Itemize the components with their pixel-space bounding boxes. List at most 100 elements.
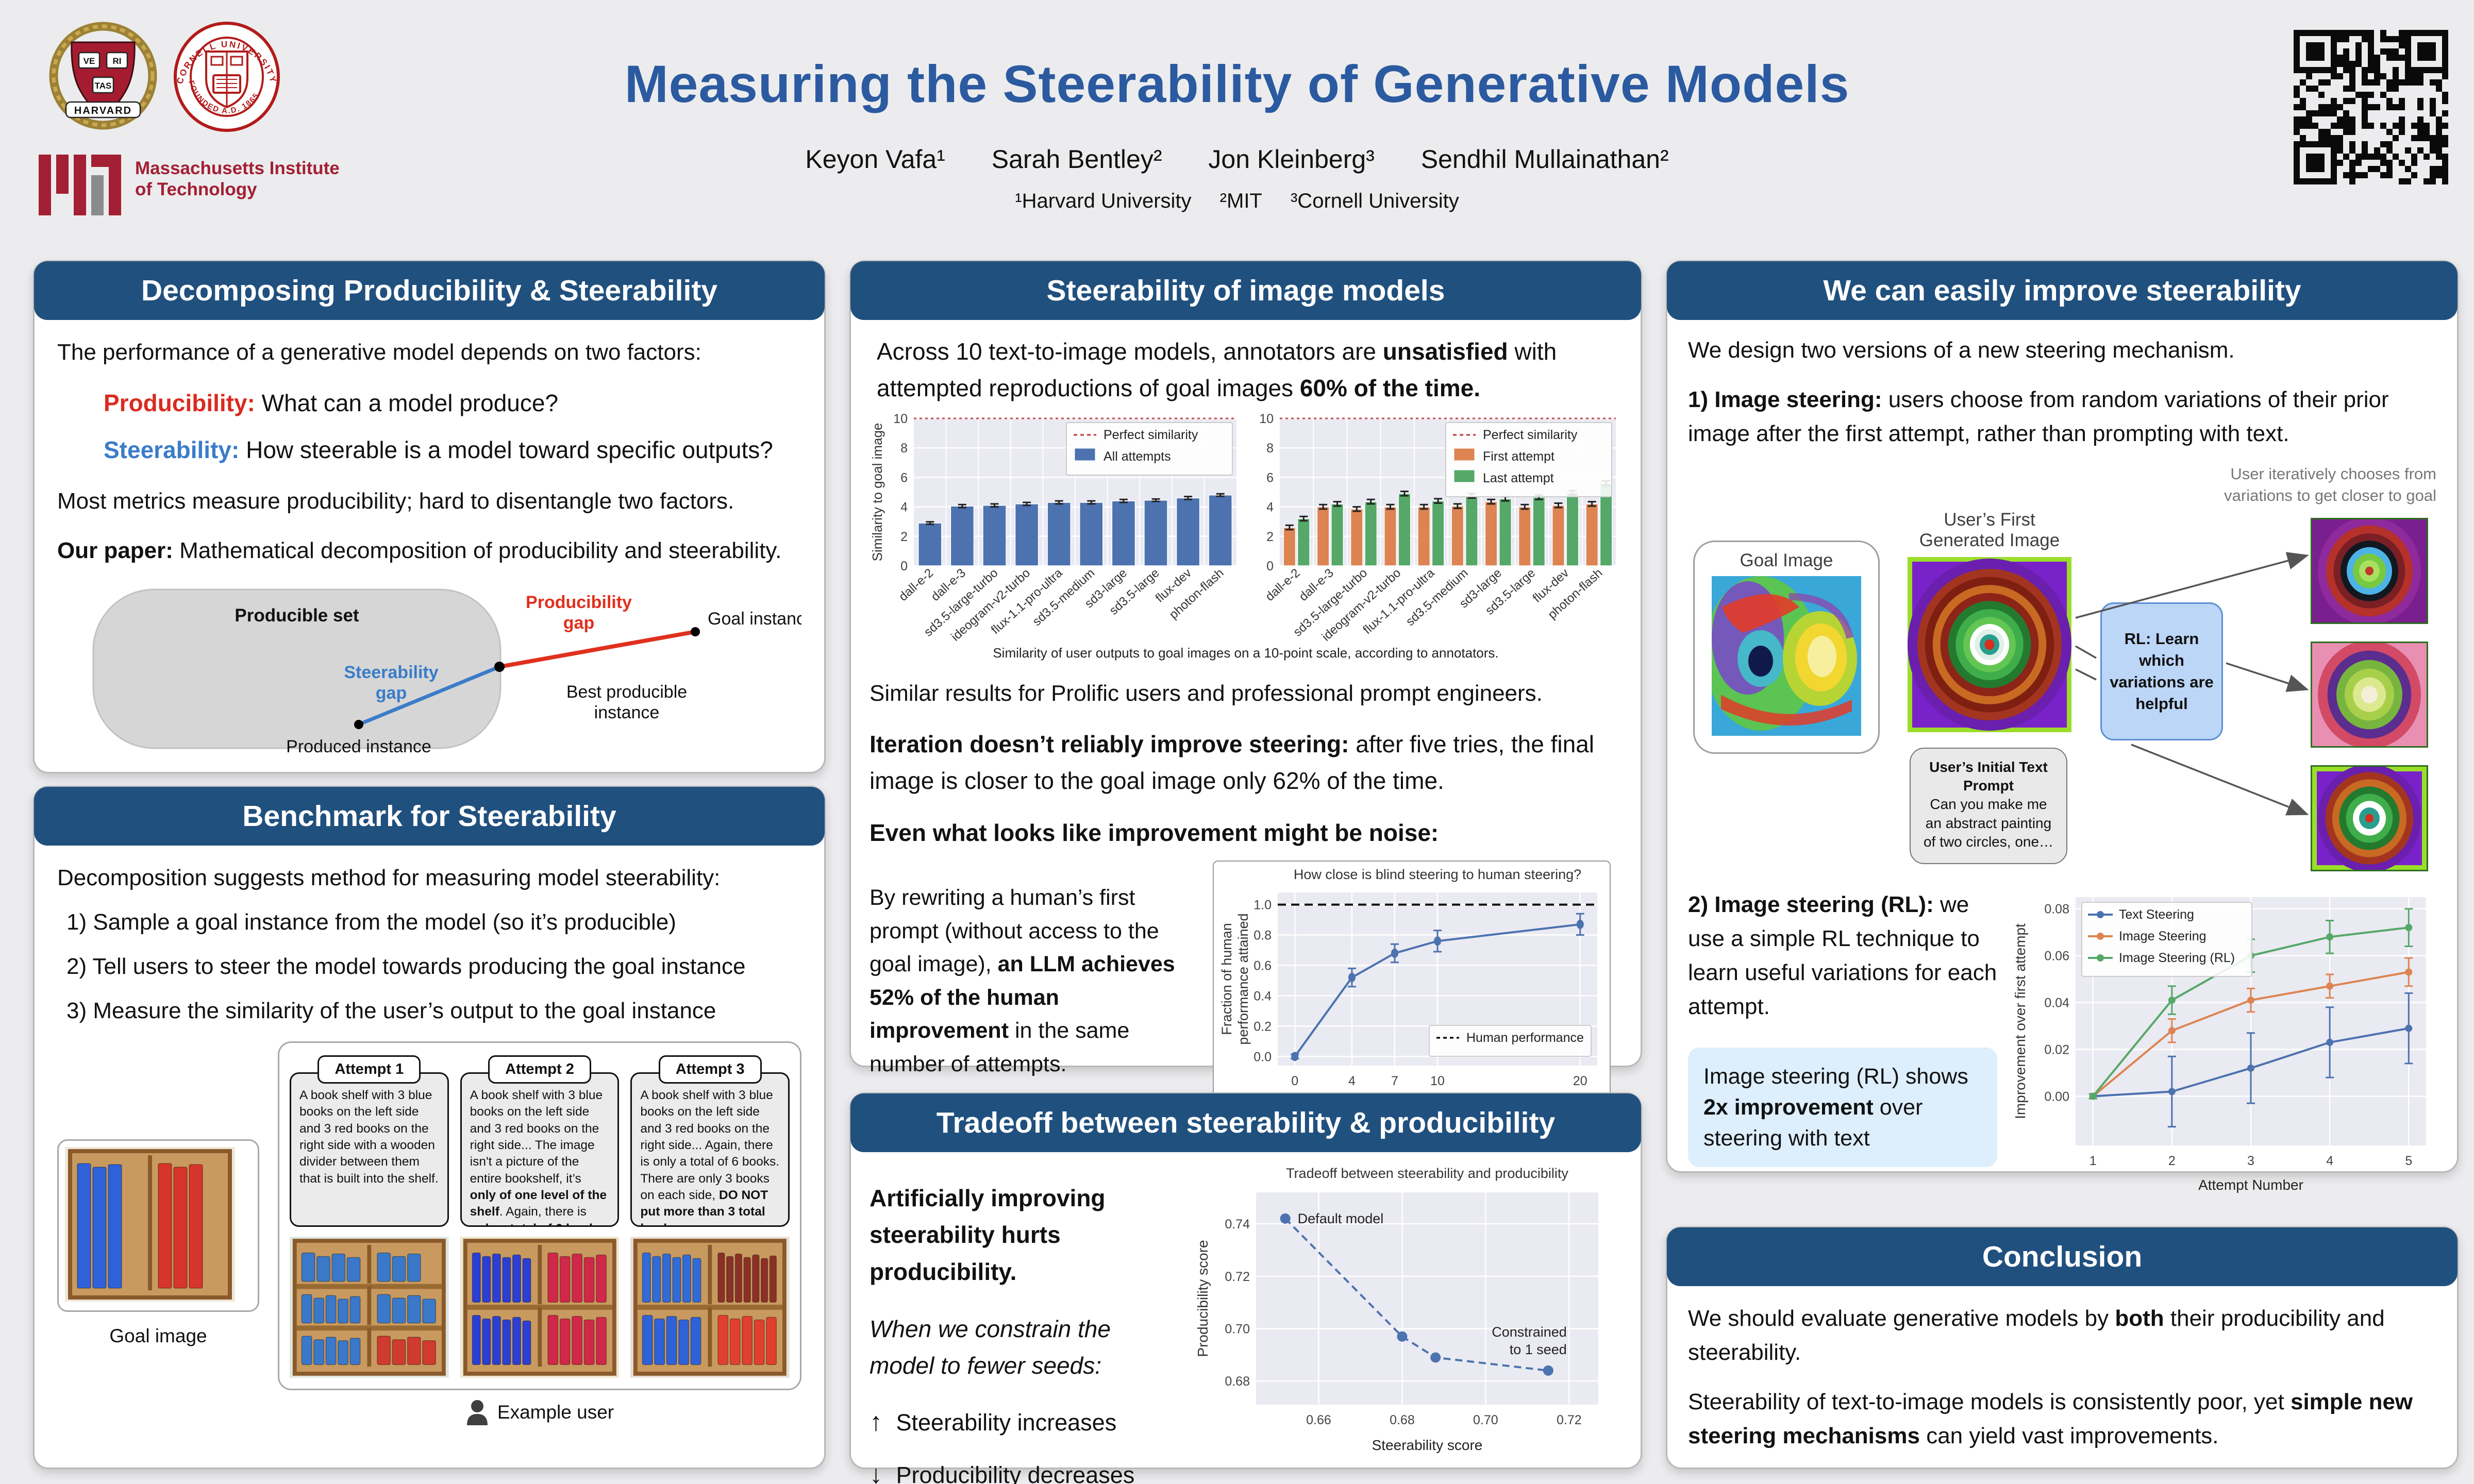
benchmark-figure: Goal image Attempt 1 A book shelf with 3… [57, 1041, 801, 1425]
svg-text:Text Steering: Text Steering [2119, 907, 2194, 922]
svg-text:10: 10 [1259, 412, 1274, 426]
bar-charts-caption: Similarity of user outputs to goal image… [993, 645, 1499, 661]
mit-logo [39, 155, 121, 215]
svg-text:How close is blind steering to: How close is blind steering to human ste… [1294, 867, 1581, 882]
svg-text:0.0: 0.0 [1253, 1050, 1272, 1065]
our-paper-line: Our paper: Mathematical decomposition of… [57, 537, 782, 563]
svg-text:10: 10 [893, 412, 908, 426]
example-user-label: Example user [497, 1402, 614, 1423]
svg-text:0.4: 0.4 [1253, 989, 1272, 1004]
attempt-2-column: Attempt 2 A book shelf with 3 blue books… [460, 1055, 620, 1379]
author: Jon Kleinberg³ [1208, 145, 1375, 174]
blind-steering-figure: 0.0 0.2 0.4 0.6 0.8 1.0 0 4 7 10 20 How close is bl… [1213, 861, 1611, 1138]
svg-text:8: 8 [900, 441, 908, 456]
harvard-seal-logo: VE RI TAS HARVARD [49, 22, 157, 130]
svg-text:4: 4 [1266, 500, 1274, 514]
variation-thumb-3 [2311, 765, 2428, 871]
goal-bookshelf-image [65, 1147, 235, 1302]
svg-text:4: 4 [2326, 1154, 2333, 1168]
panel-image-models-title: Steerability of image models [850, 261, 1641, 320]
attempt-1-column: Attempt 1 A book shelf with 3 blue books… [290, 1055, 449, 1379]
attempt-2-image [460, 1237, 620, 1378]
bar-chart-all-attempts: 0246810dall-e-2dall-e-3sd3.5-large-turbo… [870, 412, 1236, 644]
svg-text:to 1 seed: to 1 seed [1510, 1342, 1567, 1357]
qr-code [2294, 30, 2448, 184]
steerability-increases-line: ↑ Steerability increases [870, 1407, 1117, 1437]
svg-text:0.66: 0.66 [1306, 1413, 1331, 1427]
svg-text:performance attained: performance attained [1235, 914, 1251, 1045]
improve-intro: We design two versions of a new steering… [1688, 338, 2235, 363]
panel-improve-title: We can easily improve steerability [1667, 261, 2458, 320]
svg-text:0.72: 0.72 [1557, 1413, 1582, 1427]
svg-text:0.02: 0.02 [2044, 1042, 2069, 1057]
svg-text:Best producible: Best producible [566, 682, 687, 702]
svg-text:Produced instance: Produced instance [286, 737, 431, 756]
svg-text:Attempt Number: Attempt Number [2198, 1177, 2303, 1193]
image-steering-rl-line: 2) Image steering (RL): we use a simple … [1688, 891, 1997, 1019]
benchmark-step-1: 1) Sample a goal instance from the model… [66, 909, 676, 935]
svg-text:Fraction of human: Fraction of human [1219, 923, 1234, 1036]
svg-text:6: 6 [1266, 470, 1274, 485]
svg-text:0.06: 0.06 [2044, 949, 2069, 963]
author: Sarah Bentley² [991, 145, 1162, 174]
panel-conclusion-title: Conclusion [1667, 1227, 2458, 1286]
panel-benchmark-title: Benchmark for Steerability [34, 787, 825, 846]
svg-text:0.70: 0.70 [1225, 1322, 1250, 1336]
svg-text:gap: gap [376, 683, 407, 703]
conclusion-p2: Steerability of text-to-image models is … [1688, 1389, 2413, 1448]
metrics-line: Most metrics measure producibility; hard… [57, 488, 734, 514]
svg-text:20: 20 [1573, 1074, 1587, 1088]
cornell-seal-logo: CORNELL UNIVERSITY FOUNDED A.D. 1865 [174, 22, 280, 132]
svg-text:First attempt: First attempt [1483, 449, 1554, 464]
attempts-box: Attempt 1 A book shelf with 3 blue books… [278, 1041, 801, 1390]
svg-text:0.00: 0.00 [2044, 1089, 2069, 1104]
svg-text:0.08: 0.08 [2044, 902, 2069, 916]
initial-prompt-box: User’s Initial Text Prompt Can you make … [1910, 747, 2067, 864]
rewrite-text: By rewriting a human’s first prompt (wit… [870, 885, 1175, 1076]
svg-text:0.68: 0.68 [1225, 1374, 1250, 1389]
panel-benchmark: Benchmark for Steerability Decomposition… [33, 786, 826, 1469]
tradeoff-chart: 0.68 0.70 0.72 0.74 0.66 0.68 0.70 0.72 Tradeoff… [1195, 1166, 1598, 1453]
svg-text:Image Steering (RL): Image Steering (RL) [2119, 951, 2235, 965]
attempt-3-text: A book shelf with 3 blue books on the le… [630, 1072, 790, 1227]
panel-improve: We can easily improve steerability We de… [1666, 260, 2459, 1193]
svg-text:4: 4 [900, 500, 908, 514]
variation-thumb-2 [2311, 641, 2428, 748]
generated-image-label: User’s First Generated Image [1919, 509, 2060, 550]
goal-image-card [57, 1139, 259, 1312]
first-generated-image [1908, 556, 2071, 732]
svg-text:instance: instance [594, 703, 660, 722]
svg-text:gap: gap [563, 613, 594, 633]
author: Sendhil Mullainathan² [1420, 145, 1669, 174]
rl-callout: Image steering (RL) shows 2x improvement… [1688, 1047, 1997, 1168]
person-icon [466, 1400, 488, 1425]
affiliation: ²MIT [1219, 190, 1262, 212]
svg-text:8: 8 [1266, 441, 1274, 456]
svg-text:TAS: TAS [95, 81, 112, 91]
svg-text:3: 3 [2247, 1154, 2254, 1168]
rl-improvement-chart: 0.00 0.02 0.04 0.06 0.08 1 2 3 4 5 Text Steering Im… [2012, 897, 2426, 1193]
decompose-intro: The performance of a generative model de… [57, 340, 701, 365]
mit-wordmark: Massachusetts Institute of Technology [135, 158, 340, 200]
affiliation: ¹Harvard University [1015, 190, 1192, 212]
svg-text:4: 4 [1348, 1074, 1356, 1088]
variation-thumb-1 [2311, 517, 2428, 624]
svg-text:2: 2 [900, 529, 908, 544]
benchmark-step-3: 3) Measure the similarity of the user’s … [66, 998, 716, 1023]
attempt-3-image [630, 1237, 790, 1378]
decomposition-diagram: Producible set Steerability gap Producib… [92, 588, 815, 756]
panel-tradeoff: Tradeoff between steerability & producib… [849, 1092, 1642, 1484]
svg-text:6: 6 [900, 470, 908, 485]
benchmark-intro: Decomposition suggests method for measur… [57, 865, 721, 890]
svg-text:Producibility: Producibility [526, 593, 632, 612]
author: Keyon Vafa¹ [805, 145, 945, 174]
image-steering-line: 1) Image steering: users choose from ran… [1688, 387, 2389, 446]
svg-text:Perfect similarity: Perfect similarity [1483, 428, 1578, 442]
svg-text:0.04: 0.04 [2044, 996, 2069, 1010]
svg-text:Steerability score: Steerability score [1372, 1437, 1483, 1453]
svg-text:10: 10 [1430, 1074, 1445, 1088]
svg-text:Tradeoff between steerability: Tradeoff between steerability and produc… [1286, 1166, 1568, 1181]
svg-text:Default model: Default model [1298, 1211, 1384, 1226]
down-arrow-icon: ↓ [870, 1460, 882, 1484]
attempt-1-tab: Attempt 1 [317, 1055, 421, 1084]
